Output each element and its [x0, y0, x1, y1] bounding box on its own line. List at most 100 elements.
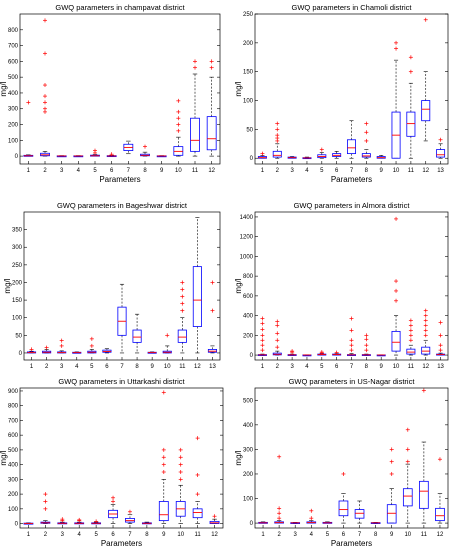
chart-panel-6: GWQ parameters in US-Nagar district mg/l P…: [234, 377, 449, 548]
x-tick-label: 3: [60, 168, 64, 174]
outlier: [277, 516, 282, 521]
outlier: [438, 137, 443, 142]
box-body: [386, 504, 397, 524]
outlier: [364, 343, 369, 348]
outlier: [176, 122, 181, 127]
outlier: [29, 347, 34, 352]
outlier: [195, 436, 200, 441]
box-9: [376, 354, 386, 357]
y-tick-label: 600: [8, 433, 19, 439]
outlier: [165, 333, 170, 338]
outlier: [405, 427, 410, 432]
y-axis-label: mg/l: [0, 450, 8, 465]
chart-title: GWQ parameters in Uttarkashi district: [58, 377, 185, 386]
outlier: [260, 321, 265, 326]
x-tick-label: 7: [358, 532, 362, 538]
x-tick-label: 13: [437, 364, 444, 370]
y-tick-label: 100: [243, 497, 254, 503]
x-tick-label: 10: [164, 364, 171, 370]
outlier: [364, 333, 369, 338]
outlier: [60, 517, 65, 522]
outlier: [275, 345, 280, 350]
outlier: [260, 343, 265, 348]
outlier: [43, 492, 48, 497]
box-2: [40, 492, 51, 524]
x-tick-label: 11: [408, 168, 415, 174]
y-tick-label: 200: [8, 492, 19, 498]
x-tick-label: 8: [143, 168, 147, 174]
outlier: [389, 471, 394, 476]
x-tick-label: 2: [276, 364, 280, 370]
outlier: [59, 338, 64, 343]
chart-panel-1: GWQ parameters in champavat district mg/l…: [0, 3, 221, 184]
box-6: [108, 495, 118, 524]
x-tick-label: 8: [145, 532, 149, 538]
box-10: [402, 427, 413, 524]
outlier: [180, 280, 185, 285]
outlier: [180, 308, 185, 313]
chart-title: GWQ parameters in champavat district: [55, 3, 185, 12]
outlier: [43, 106, 47, 111]
outlier: [275, 323, 280, 328]
box-5: [317, 350, 327, 356]
x-tick-label: 6: [335, 168, 339, 174]
x-tick-label: 1: [27, 168, 31, 174]
outlier: [210, 308, 215, 313]
x-tick-label: 11: [195, 532, 202, 538]
outlier: [260, 327, 265, 332]
box-body: [435, 507, 445, 522]
y-tick-label: 250: [243, 12, 254, 18]
x-tick-label: 11: [421, 532, 428, 538]
box-10: [175, 447, 186, 524]
y-tick-label: 1000: [240, 254, 254, 260]
box-7: [354, 500, 365, 524]
x-tick-label: 1: [261, 532, 265, 538]
y-tick-label: 800: [8, 404, 19, 410]
outlier: [111, 499, 116, 504]
y-tick-label: 250: [12, 263, 23, 269]
x-tick-label: 12: [422, 168, 429, 174]
outlier: [193, 65, 197, 70]
x-tick-label: 2: [45, 364, 49, 370]
x-tick-label: 8: [365, 364, 369, 370]
outlier: [349, 348, 354, 353]
x-tick-label: 3: [61, 532, 65, 538]
box-12: [421, 17, 431, 142]
box-body: [192, 508, 203, 519]
outlier: [43, 499, 48, 504]
box-8: [370, 522, 381, 524]
outlier: [319, 350, 324, 355]
x-tick-label: 2: [43, 168, 47, 174]
y-tick-label: 800: [243, 274, 254, 280]
box-5: [317, 147, 327, 159]
box-3: [287, 349, 297, 356]
y-tick-label: 200: [12, 280, 23, 286]
box-9: [147, 351, 157, 354]
x-tick-label: 12: [208, 168, 215, 174]
outlier: [178, 477, 183, 482]
outlier: [43, 83, 47, 88]
outlier: [93, 148, 97, 153]
outlier: [341, 471, 346, 476]
x-tick-label: 13: [209, 364, 216, 370]
outlier: [109, 152, 114, 157]
chart-panel-3: GWQ parameters in Bageshwar district mg/l…: [3, 201, 221, 370]
box-8: [141, 521, 152, 525]
x-tick-label: 9: [162, 532, 166, 538]
box-6: [106, 152, 117, 158]
outlier: [389, 447, 394, 452]
x-tick-label: 3: [290, 364, 294, 370]
box-body: [391, 330, 401, 352]
box-11: [192, 436, 203, 524]
box-8: [140, 144, 150, 157]
box-10: [173, 98, 184, 157]
box-10: [391, 40, 401, 159]
box-2: [40, 18, 50, 157]
x-tick-label: 3: [290, 168, 294, 174]
x-tick-label: 10: [177, 532, 184, 538]
x-tick-label: 8: [365, 168, 369, 174]
x-tick-label: 4: [305, 364, 309, 370]
y-axis-label: mg/l: [234, 450, 243, 465]
box-body: [347, 139, 356, 155]
outlier: [195, 472, 200, 477]
